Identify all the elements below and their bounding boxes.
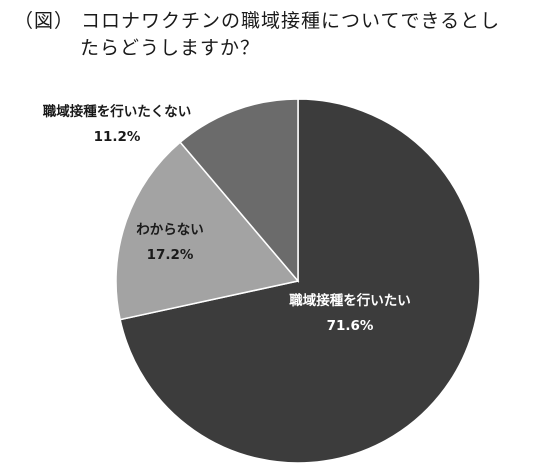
chart-title: （図） コロナワクチンの職域接種についてできるとし たらどうしますか？ <box>14 8 524 62</box>
chart-title-line2: たらどうしますか？ <box>80 37 261 59</box>
chart-title-line1: （図） コロナワクチンの職域接種についてできるとし <box>14 10 501 32</box>
slice-label-not-want-category: 職域接種を行いたくない <box>43 103 192 120</box>
slice-label-unknown-category: わからない <box>136 222 204 238</box>
slice-not-want <box>179 98 299 284</box>
slice-label-unknown-value: 17.2% <box>147 247 194 263</box>
slice-want <box>119 98 481 464</box>
slice-unknown <box>115 141 300 321</box>
slice-label-want-category: 職域接種を行いたい <box>289 292 411 309</box>
slice-label-want-value: 71.6% <box>327 318 374 334</box>
slice-label-not-want-value: 11.2% <box>94 129 141 145</box>
